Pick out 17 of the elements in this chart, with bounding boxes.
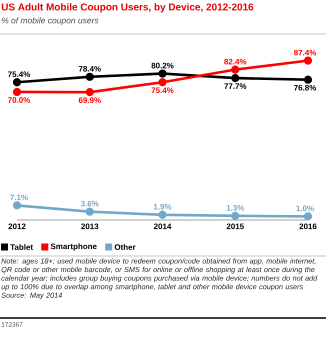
point — [304, 56, 312, 65]
point — [304, 76, 312, 84]
point — [12, 88, 22, 96]
point — [158, 78, 167, 86]
point — [231, 66, 240, 74]
point — [158, 210, 167, 219]
point — [86, 88, 94, 96]
chart-subtitle: % of mobile coupon users — [2, 17, 98, 26]
point — [86, 72, 94, 81]
point — [231, 74, 240, 82]
point — [304, 212, 312, 220]
chart-title: US Adult Mobile Coupon Users, by Device, 2012-2016 — [2, 3, 254, 12]
point — [12, 78, 22, 86]
point — [86, 208, 94, 216]
point — [158, 69, 167, 78]
point — [12, 201, 22, 210]
point — [231, 212, 240, 220]
